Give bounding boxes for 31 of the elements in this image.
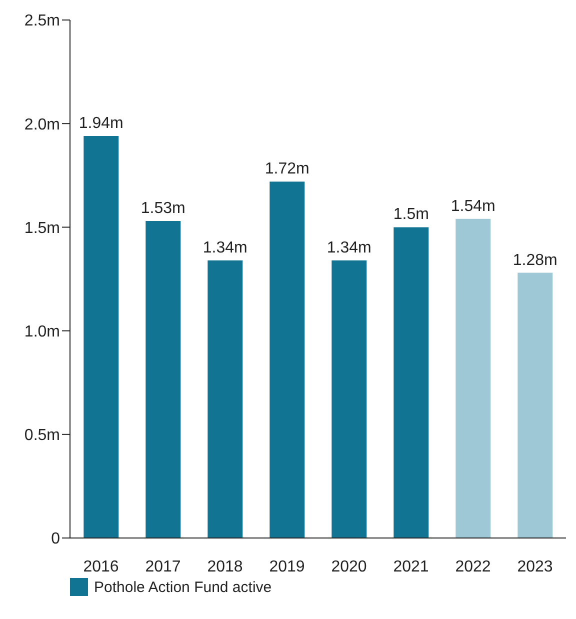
bar bbox=[208, 260, 243, 538]
x-tick-label: 2016 bbox=[83, 558, 119, 576]
y-tick-label: 0.5m bbox=[24, 427, 60, 444]
bar bbox=[456, 218, 491, 538]
data-label: 1.53m bbox=[140, 200, 186, 217]
data-label: 1.72m bbox=[264, 160, 310, 178]
bar bbox=[394, 227, 429, 538]
y-tick-label: 2.0m bbox=[24, 116, 60, 134]
bar bbox=[270, 182, 305, 538]
bar bbox=[84, 136, 119, 538]
x-tick-label: 2020 bbox=[331, 558, 367, 576]
y-tick-label: 1.0m bbox=[24, 323, 60, 340]
y-tick-label: 0 bbox=[51, 530, 60, 548]
x-tick-label: 2019 bbox=[269, 558, 305, 576]
data-label: 1.34m bbox=[326, 239, 372, 256]
bar bbox=[146, 220, 181, 538]
x-tick-label: 2017 bbox=[145, 558, 181, 576]
y-tick-label: 2.5m bbox=[24, 12, 60, 30]
bar bbox=[332, 260, 367, 538]
bar bbox=[518, 272, 553, 538]
x-tick-label: 2018 bbox=[207, 558, 243, 576]
data-label: 1.28m bbox=[512, 252, 558, 269]
data-label: 1.5m bbox=[393, 206, 429, 224]
data-label: 1.94m bbox=[78, 115, 124, 132]
legend-label: Pothole Action Fund active bbox=[94, 578, 272, 596]
x-tick-label: 2022 bbox=[455, 558, 491, 576]
data-label: 1.54m bbox=[450, 198, 496, 215]
x-tick-label: 2021 bbox=[393, 558, 429, 576]
y-tick-label: 1.5m bbox=[24, 220, 60, 237]
x-tick-label: 2023 bbox=[517, 558, 553, 576]
data-label: 1.34m bbox=[202, 239, 248, 256]
